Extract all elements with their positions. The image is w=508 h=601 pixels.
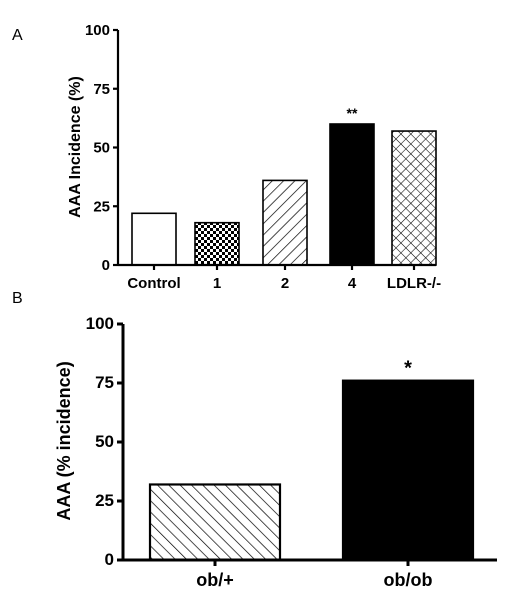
b-y-tick-label-0: 0 [105,550,114,569]
b-y-tick-label-1: 25 [95,491,114,510]
a-category-label-2: 2 [281,275,289,292]
a-category-label-1: 1 [213,275,221,292]
y-axis-label-a: AAA Incidence (%) [67,76,84,218]
a-bar-3 [329,123,375,266]
panel-label-b: B [12,290,23,307]
a-significance-annotation-0: ** [347,105,358,121]
b-bar-1 [341,379,475,562]
a-y-tick-label-3: 75 [93,81,110,98]
a-y-tick-label-2: 50 [93,140,110,157]
a-category-label-4: LDLR-/- [387,275,441,292]
b-category-label-0: ob/+ [196,570,234,590]
a-y-tick-label-1: 25 [93,198,110,215]
a-bar-1 [194,221,240,266]
a-bar-2 [262,179,308,266]
a-bar-4 [391,130,437,266]
a-y-tick-label-0: 0 [102,257,110,274]
a-y-tick-label-4: 100 [85,22,110,39]
b-y-tick-label-3: 75 [95,373,114,392]
b-y-tick-label-2: 50 [95,432,114,451]
b-bar-0 [148,483,282,562]
a-category-label-0: Control [127,275,180,292]
b-significance-annotation-0: * [404,358,412,380]
chart-panel-a: AAA Incidence (%) Control 1 2 4 LDLR-/- ** 0 25… [67,22,441,292]
y-axis-label-b: AAA (% incidence) [54,361,74,520]
panel-label-a: A [12,27,23,44]
chart-panel-b: AAA (% incidence) ob/+ ob/ob * 0 25 50 75 100 [54,314,497,590]
b-category-label-1: ob/ob [384,570,433,590]
a-category-label-3: 4 [348,275,357,292]
a-bar-0 [131,212,177,266]
b-y-tick-label-4: 100 [86,314,114,333]
